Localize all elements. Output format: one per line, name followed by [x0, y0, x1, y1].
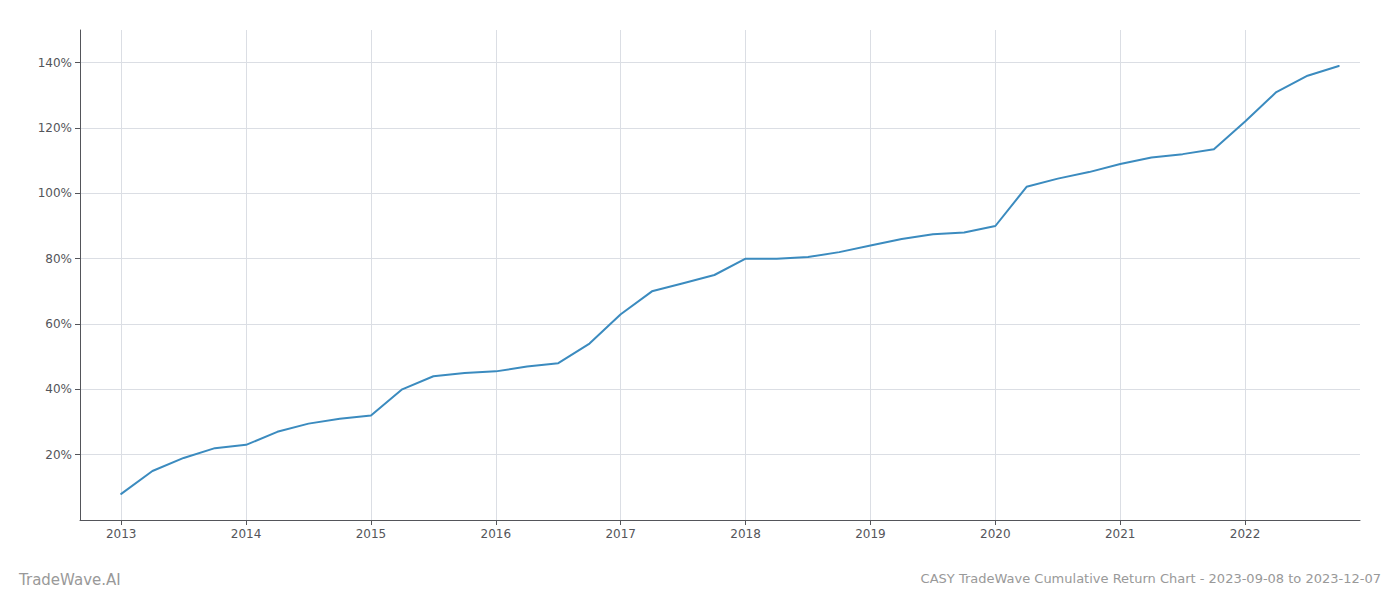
svg-text:40%: 40%	[45, 382, 72, 396]
svg-text:20%: 20%	[45, 448, 72, 462]
svg-text:2020: 2020	[980, 527, 1011, 541]
svg-text:2019: 2019	[855, 527, 886, 541]
svg-text:2015: 2015	[356, 527, 387, 541]
svg-text:2022: 2022	[1230, 527, 1261, 541]
svg-text:CASY TradeWave Cumulative Retu: CASY TradeWave Cumulative Return Chart -…	[921, 571, 1381, 586]
svg-text:2018: 2018	[730, 527, 761, 541]
svg-text:120%: 120%	[38, 121, 72, 135]
svg-text:2021: 2021	[1105, 527, 1136, 541]
svg-text:80%: 80%	[45, 252, 72, 266]
svg-text:60%: 60%	[45, 317, 72, 331]
svg-text:2017: 2017	[605, 527, 636, 541]
svg-text:140%: 140%	[38, 56, 72, 70]
svg-text:TradeWave.AI: TradeWave.AI	[18, 571, 121, 589]
svg-text:2013: 2013	[106, 527, 137, 541]
svg-text:2016: 2016	[481, 527, 512, 541]
svg-text:100%: 100%	[38, 186, 72, 200]
svg-text:2014: 2014	[231, 527, 262, 541]
